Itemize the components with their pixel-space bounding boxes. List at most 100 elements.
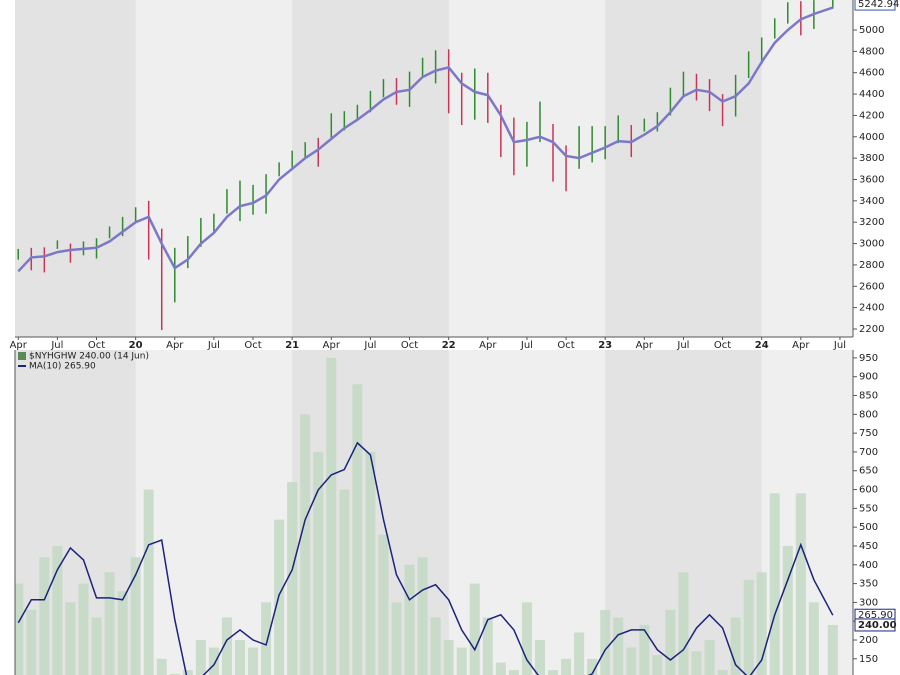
histogram-bar	[156, 658, 167, 675]
histogram-bar	[234, 640, 245, 675]
y-tick-label: 4000	[859, 132, 884, 143]
y-tick-label: 550	[859, 503, 878, 514]
x-tick-label: Apr	[636, 340, 654, 351]
x-tick-label: 22	[442, 340, 456, 351]
x-axis-strip	[15, 337, 853, 350]
histogram-bar	[339, 489, 350, 675]
histogram-bar	[639, 624, 650, 675]
histogram-bar	[782, 545, 793, 675]
x-tick-label: Oct	[88, 340, 105, 351]
year-band	[292, 0, 449, 337]
plot	[15, 357, 838, 675]
histogram-bar	[561, 658, 572, 675]
histogram-bar	[534, 640, 545, 675]
x-tick-label: 24	[755, 340, 769, 351]
x-tick-label: Oct	[714, 340, 731, 351]
histogram-bar	[391, 602, 402, 675]
histogram-bar	[130, 557, 141, 675]
y-tick-label: 4600	[859, 68, 884, 79]
histogram-bar	[600, 609, 611, 675]
histogram-bar	[417, 557, 428, 675]
x-tick-label: Apr	[10, 340, 28, 351]
y-tick-label: 4400	[859, 89, 884, 100]
x-tick-label: Jul	[50, 340, 63, 351]
ma-line	[17, 441, 834, 675]
histogram-bar	[52, 545, 63, 675]
histogram-bar	[827, 624, 838, 675]
y-tick-label: 3400	[859, 196, 884, 207]
value-label: 265.90	[858, 610, 893, 621]
x-tick-label: Jul	[676, 340, 689, 351]
histogram-bar	[365, 451, 376, 675]
histogram-bar	[482, 617, 493, 675]
x-tick-label: 23	[598, 340, 612, 351]
y-tick-label: 2600	[859, 281, 884, 292]
y-tick-label: 3200	[859, 217, 884, 228]
moving-average	[17, 6, 834, 273]
y-tick-label: 5000	[859, 25, 884, 36]
histogram-bar	[704, 640, 715, 675]
value-label: 240.00	[858, 620, 897, 631]
value-box	[854, 0, 896, 11]
histogram-bar	[104, 572, 115, 675]
histogram-bar	[182, 670, 193, 675]
y-tick-label: 3600	[859, 174, 884, 185]
legend-label: $NYHGHW 240.00 (14 Jun)	[29, 352, 149, 362]
x-tick-label: Jul	[207, 340, 220, 351]
histogram-bar	[743, 579, 754, 675]
x-tick-label: Jul	[520, 340, 533, 351]
histogram-bar	[730, 617, 741, 675]
histogram-bar	[626, 647, 637, 675]
x-tick-label: Apr	[479, 340, 497, 351]
x-tick-label: Oct	[244, 340, 261, 351]
histogram-bar	[300, 414, 311, 675]
y-tick-label: 150	[859, 654, 878, 665]
histogram-bar	[613, 617, 624, 675]
year-band	[605, 0, 762, 337]
histogram-bar	[495, 662, 506, 675]
histogram-bar	[795, 493, 806, 675]
year-band	[15, 0, 136, 337]
y-tick-label: 200	[859, 635, 878, 646]
y-tick-label: 3000	[859, 239, 884, 250]
histogram-bar	[430, 617, 441, 675]
histogram-bar	[665, 609, 676, 675]
x-tick-label: Jul	[833, 340, 846, 351]
histogram-bar	[404, 564, 415, 675]
legend-label: MA(10) 265.90	[29, 362, 96, 372]
y-tick-label: 900	[859, 372, 878, 383]
histogram-bar	[261, 602, 272, 675]
histogram-bar	[313, 451, 324, 675]
histogram-bar	[756, 572, 767, 675]
y-tick-label: 500	[859, 522, 878, 533]
histogram-bar	[78, 583, 89, 675]
y-tick-label: 4200	[859, 110, 884, 121]
x-tick-label: 21	[285, 340, 299, 351]
x-tick-label: Jul	[363, 340, 376, 351]
x-tick-label: Oct	[401, 340, 418, 351]
histogram-bar	[521, 602, 532, 675]
histogram-bar	[508, 670, 519, 675]
x-tick-label: Apr	[323, 340, 341, 351]
histogram-bar	[352, 384, 363, 675]
histogram-bar	[169, 673, 180, 675]
histogram-bar	[574, 632, 585, 675]
histogram-bar	[195, 640, 206, 675]
y-tick-label: 4800	[859, 46, 884, 57]
y-tick-label: 2200	[859, 324, 884, 335]
legend-swatch	[18, 352, 26, 360]
y-tick-label: 450	[859, 541, 878, 552]
histogram-bar	[456, 647, 467, 675]
x-tick-label: Apr	[792, 340, 810, 351]
histogram-bar	[469, 583, 480, 675]
histogram-bar	[287, 482, 298, 675]
y-tick-label: 800	[859, 409, 878, 420]
x-tick-label: 20	[129, 340, 143, 351]
y-tick-label: 950	[859, 353, 878, 364]
histogram-bar	[143, 489, 154, 675]
y-tick-label: 300	[859, 597, 878, 608]
histogram-bar	[26, 609, 37, 675]
histogram-bar	[678, 572, 689, 675]
y-tick-label: 400	[859, 560, 878, 571]
